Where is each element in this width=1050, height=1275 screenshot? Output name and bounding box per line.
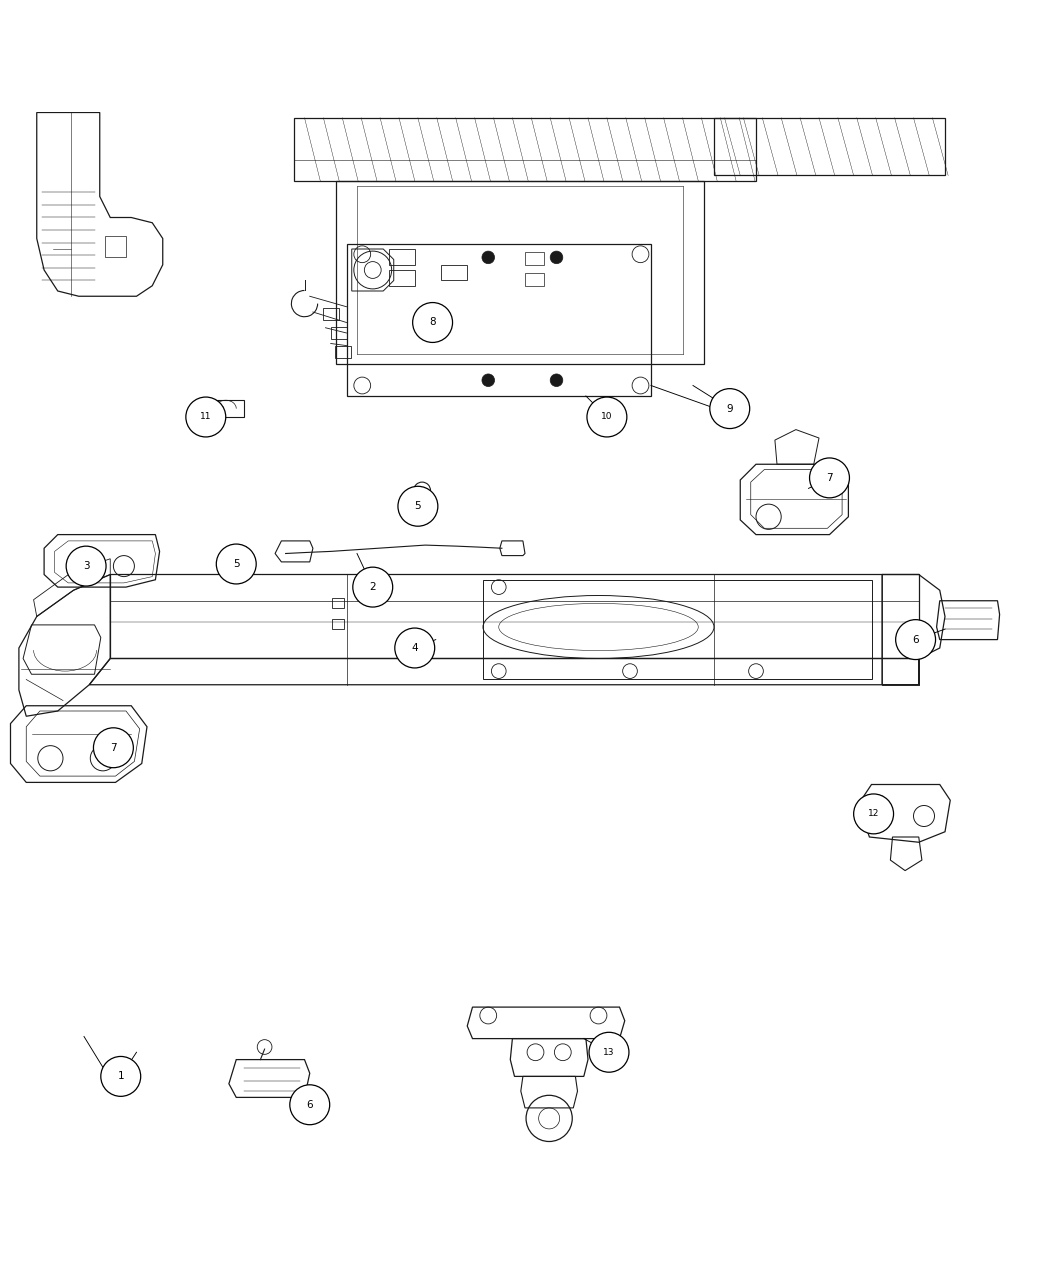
Circle shape xyxy=(231,546,248,562)
Text: 10: 10 xyxy=(602,413,612,422)
Circle shape xyxy=(101,1057,141,1096)
Text: 9: 9 xyxy=(727,404,733,413)
Circle shape xyxy=(550,374,563,386)
Text: 8: 8 xyxy=(429,317,436,328)
Text: 7: 7 xyxy=(826,473,833,483)
Circle shape xyxy=(414,482,430,499)
Text: 13: 13 xyxy=(604,1048,614,1057)
Text: 3: 3 xyxy=(83,561,89,571)
Text: 11: 11 xyxy=(201,413,211,422)
Circle shape xyxy=(854,794,894,834)
Circle shape xyxy=(93,728,133,768)
Circle shape xyxy=(395,629,435,668)
Circle shape xyxy=(413,302,453,343)
Text: 6: 6 xyxy=(912,635,919,645)
Circle shape xyxy=(482,374,495,386)
Text: 12: 12 xyxy=(868,810,879,819)
Text: 5: 5 xyxy=(233,558,239,569)
Circle shape xyxy=(482,251,495,264)
Text: 6: 6 xyxy=(307,1100,313,1109)
Circle shape xyxy=(353,567,393,607)
Circle shape xyxy=(589,1033,629,1072)
Text: 5: 5 xyxy=(415,501,421,511)
Circle shape xyxy=(896,620,936,659)
Circle shape xyxy=(66,546,106,587)
Circle shape xyxy=(587,397,627,437)
Circle shape xyxy=(810,458,849,497)
Circle shape xyxy=(710,389,750,428)
Text: 4: 4 xyxy=(412,643,418,653)
Text: 2: 2 xyxy=(370,583,376,592)
Text: 1: 1 xyxy=(118,1071,124,1081)
Circle shape xyxy=(550,251,563,264)
Circle shape xyxy=(186,397,226,437)
Circle shape xyxy=(290,1085,330,1125)
Text: 7: 7 xyxy=(110,743,117,752)
Circle shape xyxy=(216,544,256,584)
Circle shape xyxy=(398,486,438,527)
